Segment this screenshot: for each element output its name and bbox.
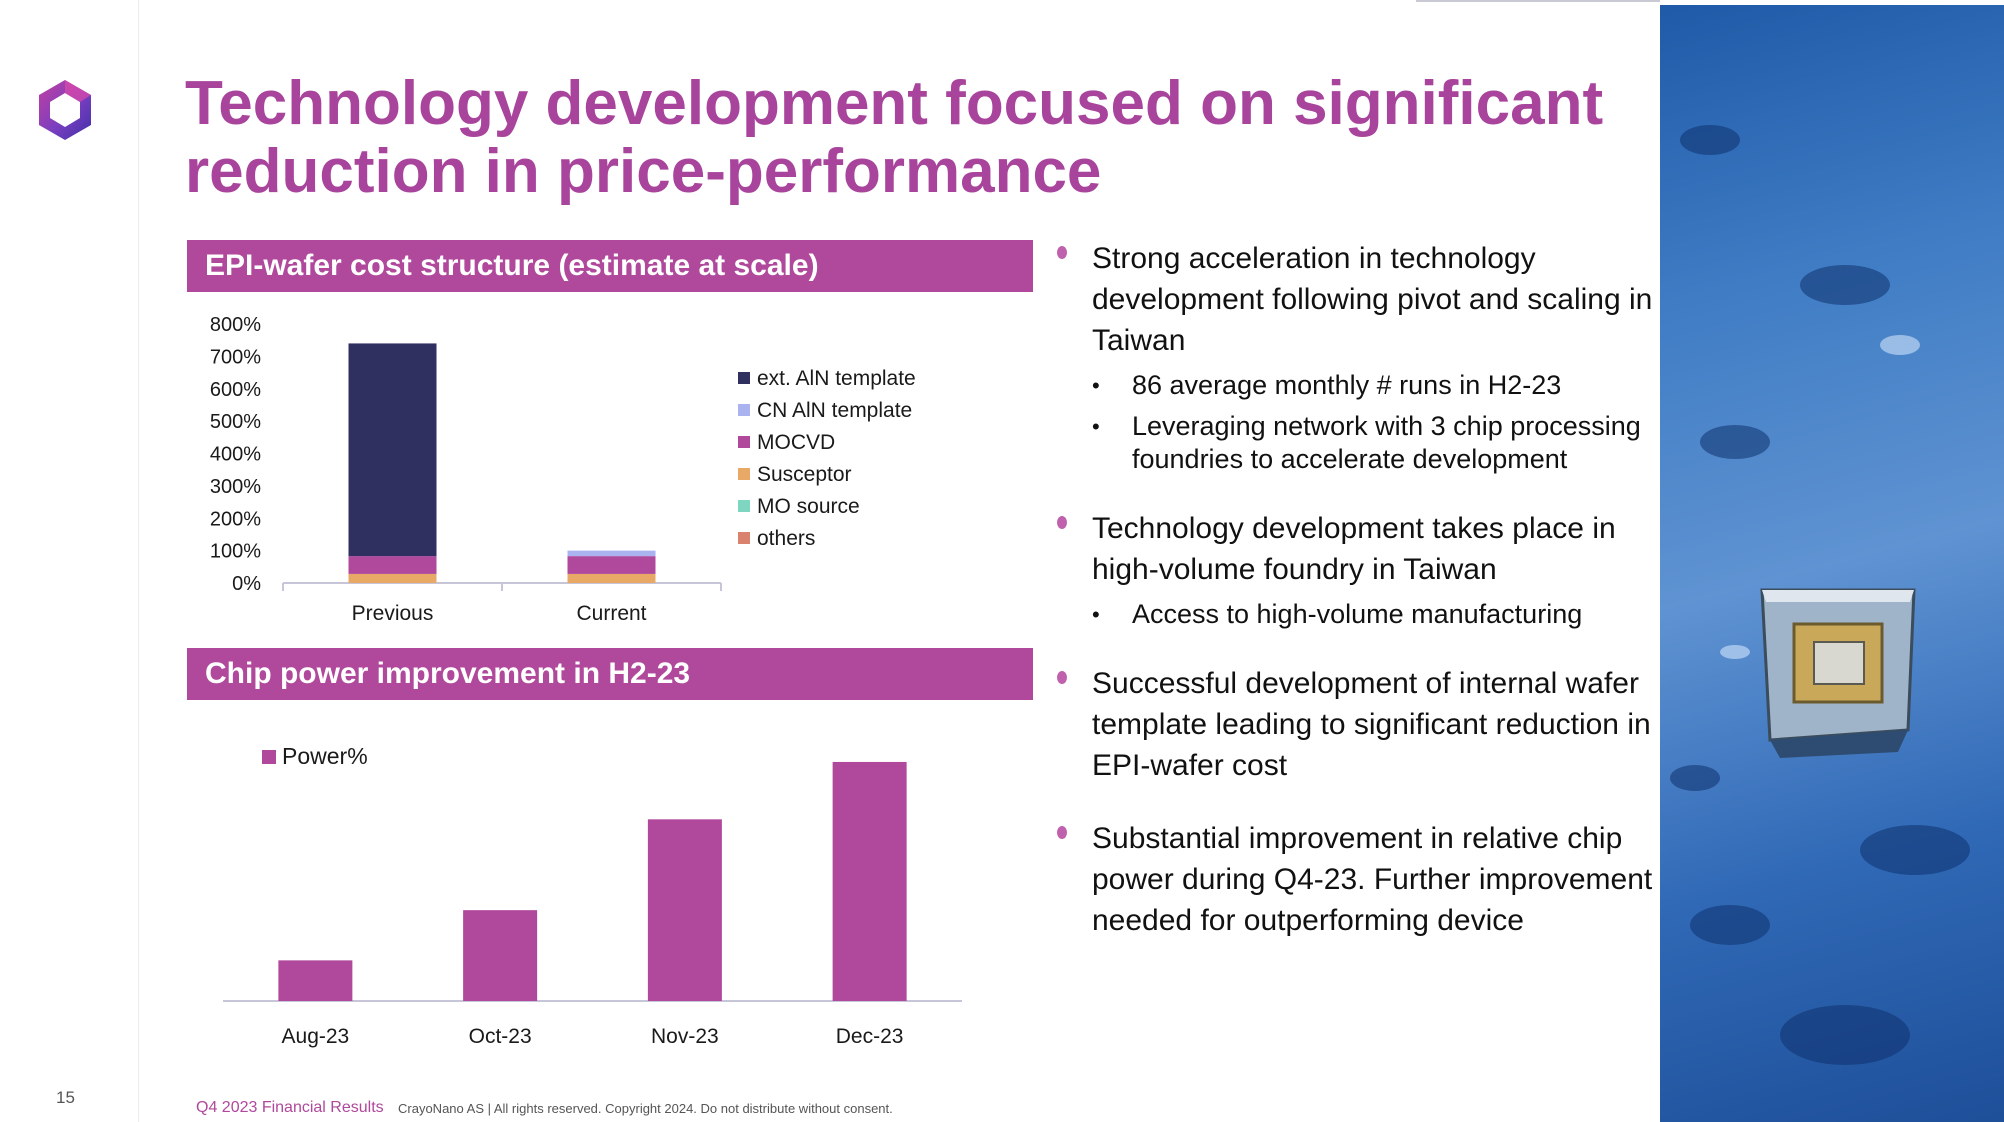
x-tick-label: Previous <box>352 602 434 625</box>
water-highlight <box>1720 645 1750 659</box>
x-tick-label: Nov-23 <box>651 1025 719 1048</box>
cost-section-title: EPI-wafer cost structure (estimate at sc… <box>187 240 1033 292</box>
y-tick-label: 200% <box>210 508 261 530</box>
bullet-item: Technology development takes place in hi… <box>1055 508 1655 590</box>
legend-label: others <box>757 527 815 550</box>
water-droplet <box>1700 425 1770 459</box>
legend-swatch <box>262 750 276 764</box>
y-tick-label: 500% <box>210 411 261 433</box>
y-tick-label: 700% <box>210 346 261 368</box>
legend-label: ext. AlN template <box>757 367 916 390</box>
power-bar <box>832 761 907 1001</box>
power-bar <box>278 960 353 1001</box>
bar-segment-mocvd <box>348 556 437 574</box>
chip-water-photo <box>1660 5 2004 1122</box>
bar-segment-susceptor <box>348 573 437 583</box>
water-droplet <box>1780 1005 1910 1065</box>
legend-swatch <box>738 372 750 384</box>
packaged-chip-icon <box>1760 588 1916 758</box>
x-tick-label: Oct-23 <box>469 1025 532 1048</box>
power-bar <box>463 910 538 1001</box>
water-droplet <box>1670 765 1720 791</box>
legend-swatch <box>738 500 750 512</box>
sub-bullet-item: • Access to high-volume manufacturing <box>1055 598 1655 631</box>
sub-bullet-text: Access to high-volume manufacturing <box>1132 599 1583 629</box>
sub-bullet-dot-icon: • <box>1092 373 1100 398</box>
footer-copyright: CrayoNano AS | All rights reserved. Copy… <box>398 1101 893 1116</box>
y-tick-label: 800% <box>210 314 261 336</box>
y-tick-label: 100% <box>210 541 261 563</box>
bar-segment-cn-aln-template <box>567 550 656 557</box>
sub-bullet-item: • 86 average monthly # runs in H2-23 <box>1055 369 1655 402</box>
footer-brand: Q4 2023 Financial Results <box>196 1099 384 1116</box>
y-tick-label: 0% <box>232 573 261 595</box>
water-highlight <box>1880 335 1920 355</box>
sub-bullet-dot-icon: • <box>1092 602 1100 627</box>
sub-bullet-dot-icon: • <box>1092 414 1100 439</box>
bar-segment-ext-aln-template <box>348 343 437 557</box>
water-droplet <box>1800 265 1890 305</box>
power-section-title: Chip power improvement in H2-23 <box>187 648 1033 700</box>
bullet-item: Successful development of internal wafer… <box>1055 663 1655 786</box>
legend-swatch <box>738 404 750 416</box>
bullet-dot-icon <box>1057 516 1067 529</box>
x-tick-label: Dec-23 <box>836 1025 904 1048</box>
bullet-list: Strong acceleration in technology develo… <box>1055 238 1655 941</box>
bullet-text: Technology development takes place in hi… <box>1092 512 1616 586</box>
bullet-item: Substantial improvement in relative chip… <box>1055 818 1655 941</box>
water-droplet <box>1680 125 1740 155</box>
sub-bullet-text: 86 average monthly # runs in H2-23 <box>1132 370 1562 400</box>
legend-label: CN AlN template <box>757 399 912 422</box>
y-tick-label: 600% <box>210 379 261 401</box>
top-divider <box>1416 0 1660 2</box>
page-number: 15 <box>56 1088 75 1107</box>
legend-label: MOCVD <box>757 431 835 454</box>
bar-segment-susceptor <box>567 573 656 583</box>
bullet-text: Substantial improvement in relative chip… <box>1092 822 1653 937</box>
sub-bullet-text: Leveraging network with 3 chip processin… <box>1132 411 1641 474</box>
power-bar <box>647 819 722 1001</box>
bullet-text: Strong acceleration in technology develo… <box>1092 242 1653 357</box>
water-droplet <box>1690 905 1770 945</box>
bullet-dot-icon <box>1057 246 1067 259</box>
bar-segment-mocvd <box>567 556 656 574</box>
bullet-item: Strong acceleration in technology develo… <box>1055 238 1655 361</box>
water-droplet <box>1860 825 1970 875</box>
bullet-dot-icon <box>1057 671 1067 684</box>
legend-swatch <box>738 436 750 448</box>
x-tick-label: Current <box>576 602 646 625</box>
legend-label: MO source <box>757 495 860 518</box>
page-title: Technology development focused on signif… <box>185 69 1604 206</box>
legend-swatch <box>738 532 750 544</box>
bullet-text: Successful development of internal wafer… <box>1092 667 1651 782</box>
left-divider <box>138 0 139 1122</box>
legend-swatch <box>738 468 750 480</box>
y-tick-label: 300% <box>210 476 261 498</box>
chip-power-chart: Aug-23 Oct-23 Nov-23 Dec-23 Power% <box>223 743 962 1048</box>
x-tick-label: Aug-23 <box>282 1025 350 1048</box>
legend-label: Susceptor <box>757 463 852 486</box>
sub-bullet-item: • Leveraging network with 3 chip processi… <box>1055 410 1655 476</box>
cost-structure-chart: 0% 100% 200% 300% 400% 500% 600% 700% 800% Previo… <box>210 314 916 625</box>
legend-label: Power% <box>282 743 368 769</box>
crayonano-logo-icon <box>39 80 91 140</box>
bullet-dot-icon <box>1057 826 1067 839</box>
y-tick-label: 400% <box>210 444 261 466</box>
